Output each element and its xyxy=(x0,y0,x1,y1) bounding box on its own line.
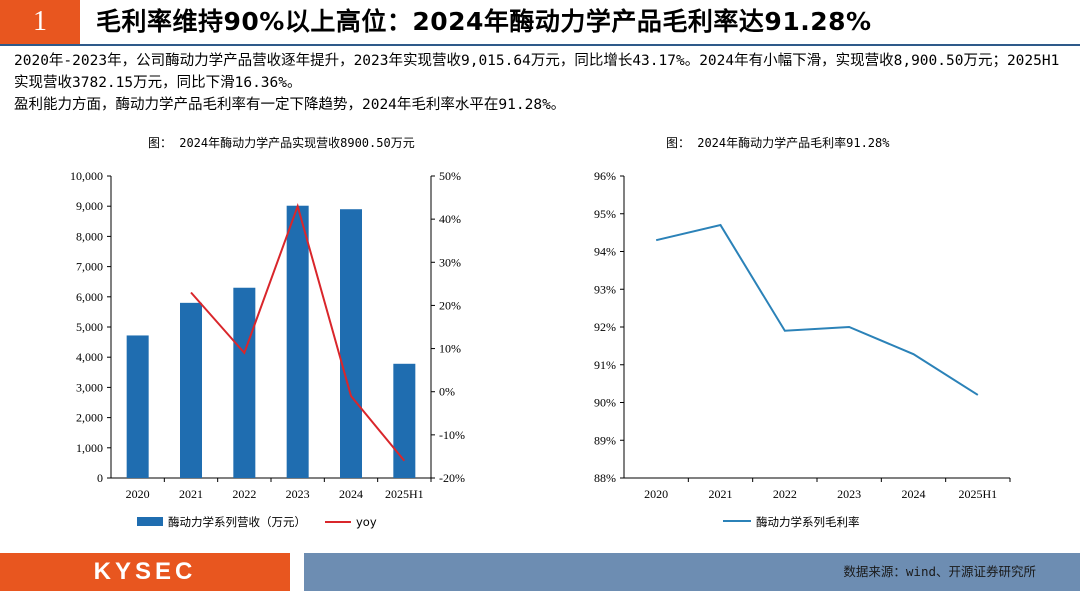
section-number: 1 xyxy=(0,0,80,44)
left-tick-label: 10,000 xyxy=(70,169,103,183)
y-tick-label: 88% xyxy=(594,471,616,485)
revenue-chart: 0 1,000 2,000 3,000 4,000 5,000 6,000 7,000 8,00… xyxy=(70,169,465,529)
right-tick-label: 10% xyxy=(439,342,461,356)
header-divider xyxy=(0,44,1080,46)
revenue-bar xyxy=(393,363,416,478)
revenue-bar xyxy=(286,205,309,478)
left-tick-label: 1,000 xyxy=(76,441,103,455)
right-tick-label: 30% xyxy=(439,255,461,269)
left-tick-label: 8,000 xyxy=(76,229,103,243)
summary-paragraph-2: 盈利能力方面，酶动力学产品毛利率有一定下降趋势，2024年毛利率水平在91.28… xyxy=(14,97,566,113)
y-tick-label: 90% xyxy=(594,396,616,410)
gross-margin-line xyxy=(655,223,979,396)
revenue-bar xyxy=(180,302,202,478)
revenue-bar xyxy=(340,209,362,478)
x-tick-label: 2020 xyxy=(644,487,668,501)
y-tick-label: 95% xyxy=(594,207,616,221)
x-tick-label: 2021 xyxy=(179,487,203,501)
x-tick-label: 2022 xyxy=(232,487,256,501)
left-tick-label: 5,000 xyxy=(76,320,103,334)
y-tick-label: 96% xyxy=(594,169,616,183)
left-tick-label: 2,000 xyxy=(76,411,103,425)
x-tick-label: 2023 xyxy=(286,487,310,501)
x-tick-label: 2020 xyxy=(126,487,150,501)
summary-paragraph-1: 2020年-2023年，公司酶动力学产品营收逐年提升，2023年实现营收9,01… xyxy=(14,53,1060,91)
chart-2-title: 图： 2024年酶动力学产品毛利率91.28% xyxy=(666,136,890,150)
legend-margin-label: 酶动力学系列毛利率 xyxy=(756,515,860,529)
x-tick-label: 2024 xyxy=(902,487,926,501)
x-tick-label: 2024 xyxy=(339,487,363,501)
x-tick-label: 2023 xyxy=(837,487,861,501)
yoy-line xyxy=(190,202,406,462)
legend-revenue-swatch xyxy=(137,517,163,526)
x-tick-label: 2022 xyxy=(773,487,797,501)
data-source: 数据来源：wind、开源证券研究所 xyxy=(843,564,1036,579)
left-tick-label: 3,000 xyxy=(76,380,103,394)
left-tick-label: 6,000 xyxy=(76,290,103,304)
right-tick-label: 50% xyxy=(439,169,461,183)
right-tick-label: -20% xyxy=(439,471,465,485)
x-tick-label: 2021 xyxy=(709,487,733,501)
right-tick-label: 40% xyxy=(439,212,461,226)
revenue-bar xyxy=(126,335,149,478)
y-tick-label: 89% xyxy=(594,433,616,447)
page-title: 毛利率维持90%以上高位：2024年酶动力学产品毛利率达91.28% xyxy=(96,7,872,36)
kysec-logo: KYSEC xyxy=(0,553,290,591)
x-tick-label: 2025H1 xyxy=(385,487,424,501)
legend-revenue-label: 酶动力学系列营收（万元） xyxy=(168,515,306,529)
right-tick-label: -10% xyxy=(439,428,465,442)
y-tick-label: 94% xyxy=(594,245,616,259)
y-tick-label: 92% xyxy=(594,320,616,334)
legend-yoy-label: yoy xyxy=(356,515,377,529)
chart-1-title: 图： 2024年酶动力学产品实现营收8900.50万元 xyxy=(148,136,415,150)
right-tick-label: 0% xyxy=(439,385,455,399)
summary-text: 2020年-2023年，公司酶动力学产品营收逐年提升，2023年实现营收9,01… xyxy=(14,50,1069,116)
left-tick-label: 7,000 xyxy=(76,260,103,274)
x-tick-label: 2025H1 xyxy=(958,487,997,501)
y-tick-label: 91% xyxy=(594,358,616,372)
y-tick-label: 93% xyxy=(594,282,616,296)
revenue-bar xyxy=(233,287,256,478)
left-tick-label: 9,000 xyxy=(76,199,103,213)
left-tick-label: 0 xyxy=(97,471,103,485)
right-tick-label: 20% xyxy=(439,298,461,312)
footer-band xyxy=(304,553,1080,591)
left-tick-label: 4,000 xyxy=(76,350,103,364)
gross-margin-chart: 88% 89% 90% 91% 92% 93% 94% 95% 96% 2020 2021 2022 2… xyxy=(594,169,1011,529)
